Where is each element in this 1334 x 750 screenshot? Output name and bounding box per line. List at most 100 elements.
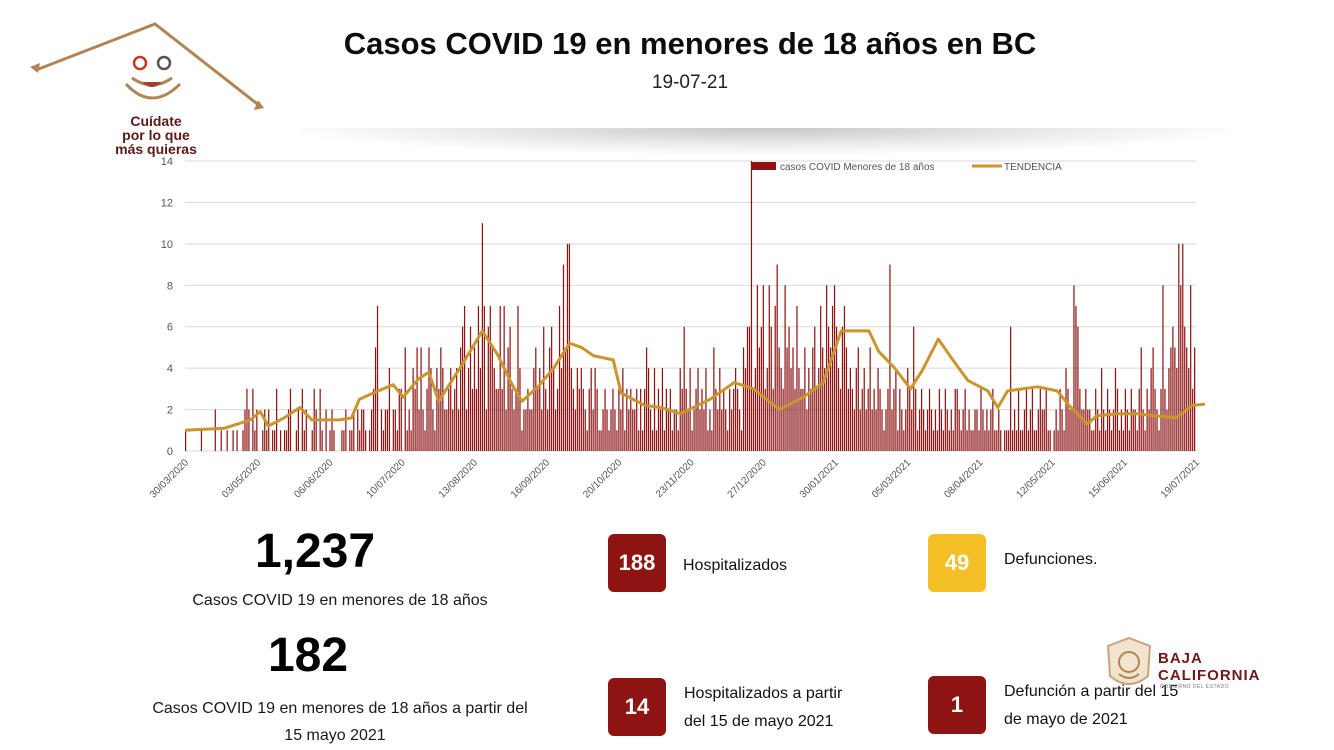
bar [446, 409, 448, 451]
bar [305, 409, 307, 451]
bar [562, 264, 565, 451]
bar [232, 430, 234, 451]
bar [485, 409, 487, 451]
bar [756, 285, 759, 451]
bar [523, 409, 525, 451]
bar [826, 285, 828, 451]
bar [1184, 326, 1186, 451]
bar [620, 409, 622, 451]
hospitalized-badge: 188 [608, 534, 666, 592]
hospitalized-recent-label-1: Hospitalizados a partir [684, 685, 843, 702]
bar [784, 285, 786, 451]
bar [768, 285, 770, 451]
bar [687, 409, 689, 451]
bar [511, 388, 513, 451]
bar [928, 388, 931, 451]
bar [1172, 326, 1174, 451]
bar [915, 388, 917, 451]
bar [889, 264, 891, 451]
bar [964, 388, 966, 451]
total-cases-label: Casos COVID 19 en menores de 18 años [192, 592, 488, 609]
bar [950, 409, 952, 451]
bar [675, 409, 677, 451]
bar [549, 347, 551, 451]
bar [1190, 285, 1192, 451]
bar [341, 430, 343, 451]
bar [839, 388, 842, 451]
bar [420, 347, 422, 451]
bar [996, 430, 998, 451]
bar [723, 388, 725, 451]
bar [936, 430, 939, 451]
bar [430, 368, 432, 451]
bar [450, 368, 452, 451]
bar [988, 430, 990, 451]
bar [268, 409, 270, 451]
bar [370, 409, 373, 451]
bar [547, 409, 549, 451]
bar [659, 409, 662, 451]
bar [590, 368, 592, 451]
bar [980, 388, 982, 451]
bar [776, 264, 778, 451]
bar [1110, 430, 1113, 451]
y-tick-label: 0 [167, 446, 173, 458]
bar [372, 388, 375, 451]
bar [948, 430, 950, 451]
bar [428, 347, 430, 451]
deaths-recent-badge: 1 [928, 676, 986, 734]
bar [778, 347, 780, 451]
bar [713, 347, 715, 451]
bar [938, 388, 941, 451]
bar [1031, 388, 1034, 451]
bar [1150, 368, 1152, 451]
bar [325, 409, 327, 451]
bar [276, 388, 278, 451]
bar [920, 388, 923, 451]
bar [416, 347, 418, 451]
bar [632, 409, 634, 451]
bar [481, 223, 483, 451]
bar [1154, 388, 1156, 451]
bar [1033, 430, 1035, 451]
bar [671, 430, 673, 451]
bar [582, 388, 584, 451]
header-divider [300, 128, 1230, 154]
x-tick-label: 20/10/2020 [581, 457, 624, 500]
bar [847, 388, 850, 451]
bar [626, 388, 628, 451]
bar [1170, 347, 1172, 451]
bar [663, 430, 666, 451]
bar [754, 368, 757, 451]
bar [456, 368, 458, 451]
bar [913, 326, 915, 451]
bar [966, 430, 968, 451]
bar [1035, 430, 1037, 451]
bar [782, 388, 784, 451]
bar [655, 430, 658, 451]
bar [594, 368, 596, 451]
bar [461, 326, 464, 451]
bar [412, 368, 414, 451]
bar [984, 430, 986, 451]
legend-bar-label: casos COVID Menores de 18 años [780, 162, 935, 173]
bar [1144, 430, 1146, 451]
bar [740, 430, 743, 451]
bar [467, 368, 470, 451]
bar [1101, 368, 1103, 451]
bar [796, 306, 798, 451]
bar [841, 326, 844, 451]
bar [1134, 409, 1136, 451]
bar [343, 430, 345, 451]
bar [515, 388, 517, 451]
bar [818, 368, 820, 451]
hospitalized-recent-badge: 14 [608, 678, 666, 736]
deaths-recent-label: Defunción a partir del 15 de mayo de 202… [1004, 678, 1178, 734]
bar [256, 409, 258, 451]
bar [422, 409, 424, 451]
bar [855, 368, 857, 451]
bar [329, 430, 331, 451]
bar [525, 409, 527, 451]
y-tick-label: 8 [167, 280, 173, 292]
bar [990, 409, 992, 451]
